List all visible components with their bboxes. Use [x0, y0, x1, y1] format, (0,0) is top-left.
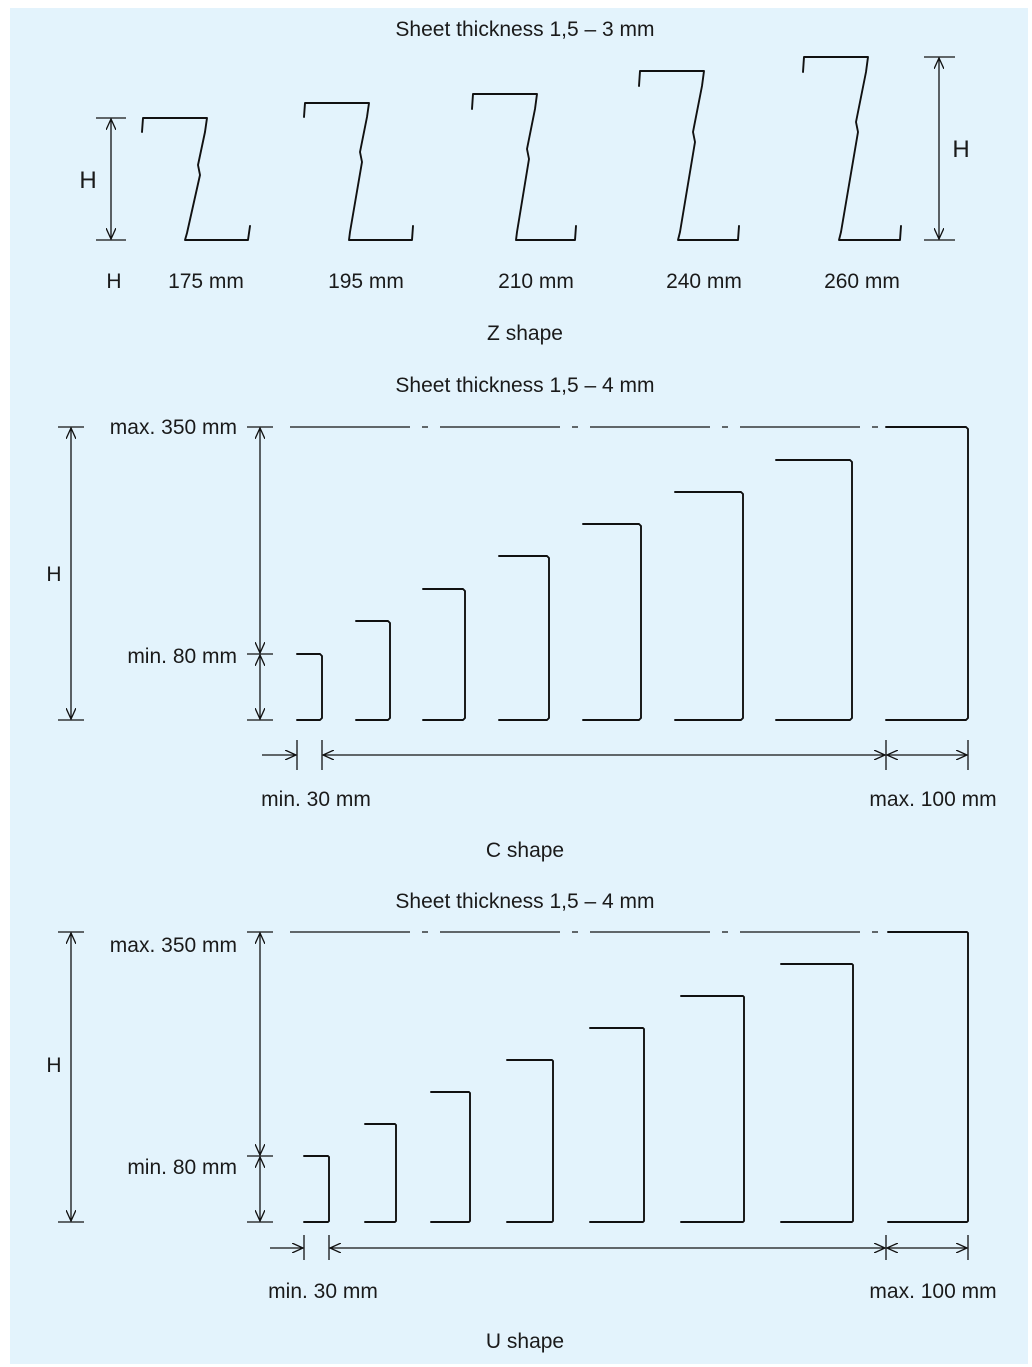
- c-h-label: H: [46, 563, 61, 586]
- u-profile: [680, 995, 745, 1223]
- u-profile: [364, 1123, 397, 1223]
- z-h-dimension-right: [924, 56, 955, 241]
- u-profile: [303, 1155, 330, 1223]
- c-profile: [296, 653, 323, 721]
- c-height-dimension: [247, 426, 273, 721]
- c-profile: [422, 588, 466, 721]
- z-row-h-label: H: [106, 270, 121, 293]
- u-profile: [430, 1091, 471, 1223]
- u-caption: U shape: [486, 1330, 564, 1353]
- c-profile: [674, 491, 744, 721]
- u-min-height-label: min. 80 mm: [127, 1156, 237, 1179]
- c-width-dimension: [262, 740, 969, 770]
- z-h-label-left: H: [79, 167, 96, 194]
- z-height-label: 240 mm: [666, 270, 742, 293]
- z-height-label: 260 mm: [824, 270, 900, 293]
- z-height-label: 195 mm: [328, 270, 404, 293]
- c-profile: [498, 555, 550, 721]
- z-h-label-right: H: [952, 136, 969, 163]
- c-thickness-label: Sheet thickness 1,5 – 4 mm: [395, 374, 654, 397]
- u-min-width-label: min. 30 mm: [268, 1280, 378, 1303]
- c-max-width-label: max. 100 mm: [869, 788, 996, 811]
- u-thickness-label: Sheet thickness 1,5 – 4 mm: [395, 890, 654, 913]
- z-height-label: 175 mm: [168, 270, 244, 293]
- z-profile-240: [638, 70, 740, 241]
- u-h-dimension: [58, 931, 84, 1223]
- diagram-background: [10, 8, 1028, 1364]
- z-profile-260: [802, 56, 902, 241]
- c-min-height-label: min. 80 mm: [127, 645, 237, 668]
- z-profile-195: [303, 102, 414, 241]
- u-profile: [887, 931, 969, 1223]
- c-profile: [885, 426, 969, 721]
- u-h-label: H: [46, 1054, 61, 1077]
- z-profile-210: [471, 93, 577, 241]
- u-profile: [506, 1059, 554, 1223]
- z-profile-175: [141, 117, 251, 241]
- u-width-dimension: [270, 1235, 969, 1260]
- u-max-width-label: max. 100 mm: [869, 1280, 996, 1303]
- c-h-dimension: [58, 426, 84, 721]
- c-max-height-label: max. 350 mm: [110, 416, 237, 439]
- c-profile: [355, 620, 391, 721]
- u-max-height-label: max. 350 mm: [110, 934, 237, 957]
- u-height-dimension: [247, 931, 273, 1223]
- c-caption: C shape: [486, 839, 564, 862]
- u-profile: [589, 1027, 645, 1223]
- z-height-label: 210 mm: [498, 270, 574, 293]
- c-profile: [582, 523, 642, 721]
- z-thickness-label: Sheet thickness 1,5 – 3 mm: [395, 18, 654, 41]
- z-h-dimension-left: [96, 117, 126, 241]
- z-caption: Z shape: [487, 322, 563, 345]
- c-profile: [775, 459, 853, 721]
- u-profile: [780, 963, 854, 1223]
- c-min-width-label: min. 30 mm: [261, 788, 371, 811]
